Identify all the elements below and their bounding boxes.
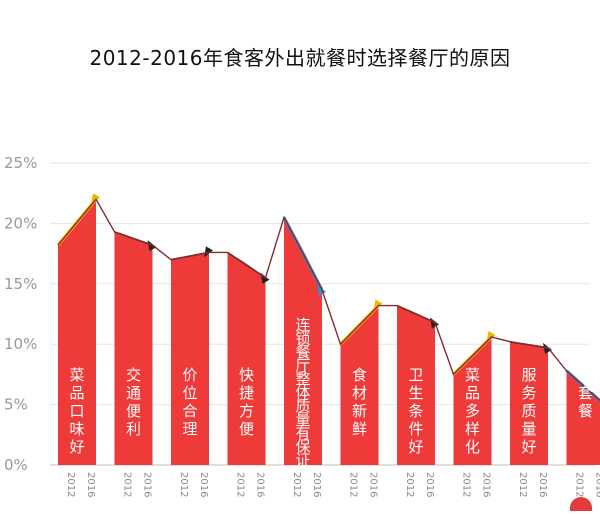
category-label-char: 价 — [182, 366, 197, 384]
x-year-label: 2016 — [311, 472, 322, 497]
category-label-char: 材 — [352, 384, 367, 402]
x-year-label: 2016 — [368, 472, 379, 497]
category-label-char: 质 — [295, 397, 310, 415]
category-label-char: 品 — [69, 384, 84, 402]
category-label-char: 件 — [408, 420, 423, 438]
category-label-char: 锁 — [295, 330, 310, 348]
category-label-char: 保 — [295, 438, 310, 456]
bars-layer — [58, 199, 600, 466]
x-year-label: 2012 — [235, 472, 246, 497]
x-year-label: 2016 — [537, 472, 548, 497]
category-label-char: 便 — [126, 402, 141, 420]
category-label-char: 样 — [465, 420, 480, 438]
y-tick-label: 5% — [4, 396, 28, 414]
x-year-label: 2012 — [178, 472, 189, 497]
x-axis: 2012 2016 2012 2016 2012 2016 2012 2016 2012 2016… — [65, 472, 600, 497]
x-year-label: 2012 — [461, 472, 472, 497]
category-label-char: 便 — [239, 420, 254, 438]
category-label-char: 好 — [408, 438, 423, 456]
category-label-char: 品 — [465, 384, 480, 402]
bar-9 — [510, 341, 548, 465]
category-label-char: 捷 — [239, 384, 254, 402]
connector-line — [57, 198, 600, 402]
category-label-char: 食 — [352, 366, 367, 384]
x-year-label: 2012 — [348, 472, 359, 497]
category-label-char: 卫 — [408, 366, 423, 384]
x-year-label: 2012 — [404, 472, 415, 497]
bar-7 — [397, 305, 435, 465]
category-label-char: 好 — [521, 438, 536, 456]
category-label-char: 连 — [295, 316, 310, 334]
category-label-char: 味 — [69, 420, 84, 438]
y-tick-label: 0% — [4, 456, 28, 474]
category-label-char: 快 — [239, 366, 254, 384]
category-labels: 菜品口味好交通便利价位合理快捷方便连锁餐厅整体质量有保证食材新鲜卫生条件好菜品多… — [69, 316, 593, 469]
category-label-char: 位 — [182, 384, 197, 402]
x-year-label: 2016 — [481, 472, 492, 497]
category-label-char: 交 — [126, 366, 141, 384]
y-tick-label: 15% — [4, 275, 37, 293]
x-year-label: 2012 — [574, 472, 585, 497]
category-label-char: 口 — [69, 402, 84, 420]
category-label-char: 厅 — [295, 357, 310, 375]
bar-1 — [58, 199, 96, 466]
category-label-char: 理 — [182, 420, 197, 438]
category-label-char: 利 — [126, 420, 141, 438]
y-tick-label: 25% — [4, 154, 37, 172]
category-label-char: 务 — [521, 384, 536, 402]
bar-5 — [284, 217, 322, 465]
category-label-char: 有 — [295, 424, 310, 442]
category-label-char: 餐 — [578, 402, 593, 420]
category-label-char: 整 — [295, 370, 310, 388]
category-label-char: 生 — [408, 384, 423, 402]
category-label-char: 多 — [465, 402, 480, 420]
x-year-label: 2012 — [291, 472, 302, 497]
bar-2 — [114, 231, 153, 465]
category-label-char: 菜 — [465, 366, 480, 384]
category-label-char: 餐 — [295, 343, 310, 361]
x-year-label: 2012 — [517, 472, 528, 497]
category-label-char: 服 — [521, 366, 536, 384]
bar-6 — [340, 305, 379, 465]
chart-title: 2012-2016年食客外出就餐时选择餐厅的原因 — [89, 46, 511, 70]
category-label-char: 新 — [352, 402, 367, 420]
x-year-label: 2016 — [255, 472, 266, 497]
category-label-char: 条 — [408, 402, 423, 420]
category-label-char: 量 — [295, 411, 310, 429]
x-year-label: 2016 — [142, 472, 153, 497]
category-label-char: 方 — [239, 402, 254, 420]
corner-badge — [570, 497, 592, 511]
bar-4 — [227, 252, 266, 465]
category-label-char: 通 — [126, 384, 141, 402]
category-label-char: 套 — [578, 384, 593, 402]
category-label-char: 质 — [521, 402, 536, 420]
category-label-char: 体 — [295, 384, 310, 402]
x-year-label: 2016 — [198, 472, 209, 497]
category-label-char: 化 — [465, 438, 480, 456]
category-label-char: 好 — [69, 438, 84, 456]
category-label-char: 有 — [578, 366, 593, 384]
category-label-char: 量 — [521, 420, 536, 438]
x-year-label: 2012 — [65, 472, 76, 497]
bar-3 — [171, 252, 209, 465]
bar-8 — [453, 336, 492, 465]
y-tick-label: 20% — [4, 214, 37, 232]
category-label-char: 菜 — [69, 366, 84, 384]
category-label-char: 证 — [295, 451, 310, 469]
x-year-label: 2016 — [85, 472, 96, 497]
x-year-label: 2016 — [424, 472, 435, 497]
y-tick-label: 10% — [4, 335, 37, 353]
x-year-label: 2016 — [594, 472, 600, 497]
x-year-label: 2012 — [122, 472, 133, 497]
trend-layer — [56, 193, 600, 403]
category-label-char: 鲜 — [352, 420, 367, 438]
category-label-char: 合 — [182, 402, 197, 420]
